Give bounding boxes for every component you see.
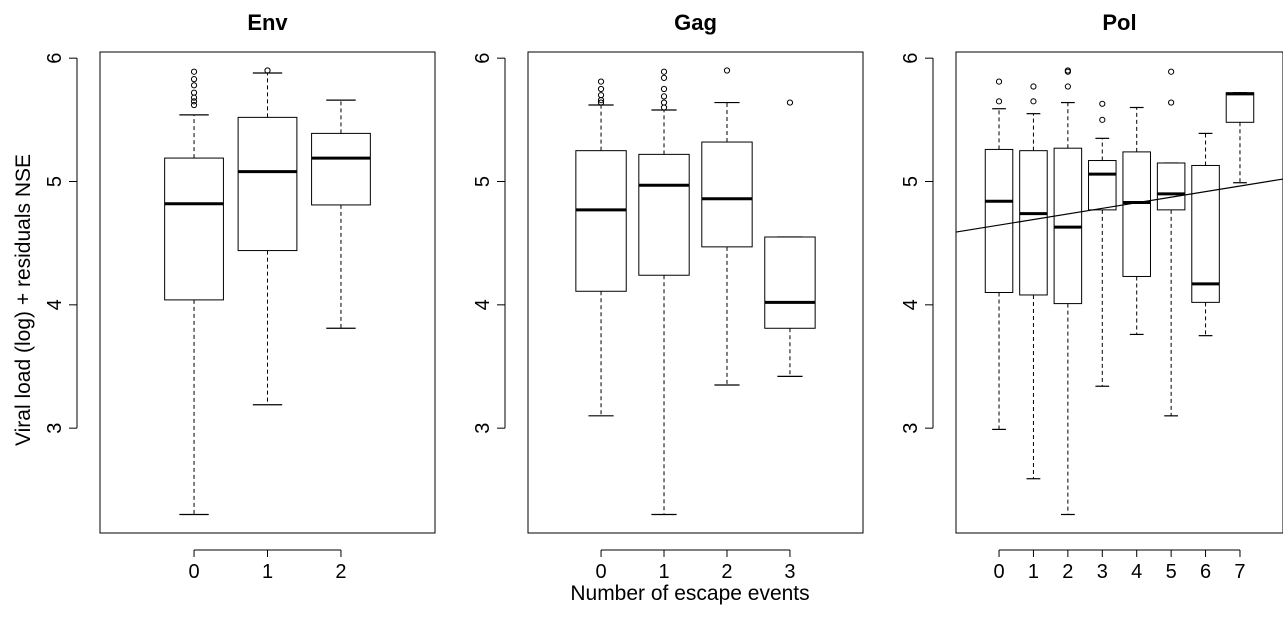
outlier-point [190, 89, 198, 96]
outlier-point [597, 85, 605, 93]
y-tick-label: 3 [44, 423, 66, 434]
outlier-point [1099, 100, 1106, 107]
box-3 [1088, 100, 1117, 387]
x-tick-label: 2 [721, 561, 732, 583]
x-tick-label: 1 [262, 561, 273, 583]
outlier-point [660, 74, 668, 82]
y-tick-label: 6 [44, 53, 66, 64]
outlier-point [190, 101, 198, 109]
outlier-point [597, 99, 605, 106]
x-tick-label: 1 [1028, 561, 1039, 583]
panel-title: Pol [1102, 10, 1136, 35]
box-iqr [575, 150, 627, 292]
outlier-point [1168, 68, 1175, 75]
outlier-point [190, 94, 198, 101]
box-0 [984, 78, 1014, 430]
x-tick-label: 0 [188, 561, 199, 583]
outlier-point [995, 78, 1003, 85]
outlier-point [1030, 83, 1037, 90]
outlier-point [660, 85, 668, 93]
box-4 [1122, 106, 1151, 336]
box-3 [764, 99, 816, 377]
panel-env: Env 3 4 5 6 0 1 2 [44, 10, 436, 583]
outlier-point [597, 78, 605, 85]
box-iqr [311, 132, 371, 206]
outlier-point [1030, 98, 1037, 105]
box-1 [1019, 83, 1048, 480]
panel-title: Env [247, 10, 288, 35]
outlier-point [660, 68, 668, 75]
box-iqr [164, 157, 224, 301]
outlier-point [660, 104, 668, 111]
box-2 [311, 99, 371, 329]
box-iqr [984, 148, 1014, 293]
plot-frame [99, 51, 436, 534]
x-tick-label: 4 [1131, 561, 1142, 583]
box-0 [164, 68, 224, 516]
box-7 [1225, 92, 1255, 184]
y-tick-label: 5 [44, 176, 66, 187]
y-tick-label: 6 [900, 53, 922, 64]
outlier-point [264, 67, 271, 74]
box-iqr [1156, 162, 1186, 211]
box-5 [1156, 68, 1186, 417]
x-tick-label: 6 [1200, 561, 1211, 583]
panel-title: Gag [674, 10, 717, 35]
x-tick-label: 0 [595, 561, 606, 583]
x-tick-label: 0 [993, 561, 1004, 583]
outlier-point [723, 67, 731, 74]
x-tick-label: 3 [784, 561, 795, 583]
y-tick-label: 4 [472, 299, 494, 310]
box-iqr [638, 153, 690, 276]
outlier-point [995, 98, 1003, 105]
y-tick-label: 4 [900, 299, 922, 310]
box-0 [575, 78, 627, 417]
outlier-point [660, 93, 668, 100]
outlier-point [190, 98, 198, 105]
box-iqr [237, 116, 298, 252]
box-iqr [764, 236, 816, 329]
x-tick-label: 1 [658, 561, 669, 583]
box-iqr [1088, 160, 1117, 211]
outlier-point [660, 99, 668, 106]
outlier-point [190, 76, 198, 83]
plot-frame [955, 51, 1283, 534]
y-tick-label: 5 [900, 176, 922, 187]
box-iqr [1191, 164, 1220, 303]
y-tick-label: 3 [900, 423, 922, 434]
box-1 [237, 67, 298, 406]
y-tick-label: 5 [472, 176, 494, 187]
outlier-point [1064, 67, 1071, 74]
outlier-point [190, 82, 198, 89]
x-tick-label: 3 [1097, 561, 1108, 583]
box-1 [638, 68, 690, 516]
outlier-point [597, 92, 605, 99]
outlier-point [1064, 83, 1071, 90]
x-tick-label: 2 [1062, 561, 1073, 583]
box-iqr [1019, 150, 1048, 296]
x-tick-label: 7 [1234, 561, 1245, 583]
x-axis-title: Number of escape events [570, 582, 809, 605]
x-tick-label: 5 [1166, 561, 1177, 583]
box-2 [701, 67, 753, 386]
panel-gag: Gag 3 4 5 6 0 1 2 3 [472, 10, 864, 583]
y-axis-title: Viral load (log) + residuals NSE [12, 154, 35, 446]
box-iqr [1225, 92, 1255, 123]
plot-frame [527, 51, 864, 534]
box-2 [1053, 67, 1083, 516]
outlier-point [190, 68, 198, 75]
outlier-point [1099, 116, 1106, 123]
y-tick-label: 4 [44, 299, 66, 310]
x-tick-label: 2 [335, 561, 346, 583]
panel-pol: Pol 3 4 5 6 0 1 2 3 4 5 6 7 [900, 10, 1283, 583]
box-6 [1191, 132, 1220, 337]
box-iqr [701, 141, 753, 248]
trend-line [955, 178, 1283, 233]
outlier-point [1168, 99, 1175, 106]
y-tick-label: 3 [472, 423, 494, 434]
outlier-point [786, 99, 794, 106]
y-tick-label: 6 [472, 53, 494, 64]
box-iqr [1122, 151, 1151, 277]
